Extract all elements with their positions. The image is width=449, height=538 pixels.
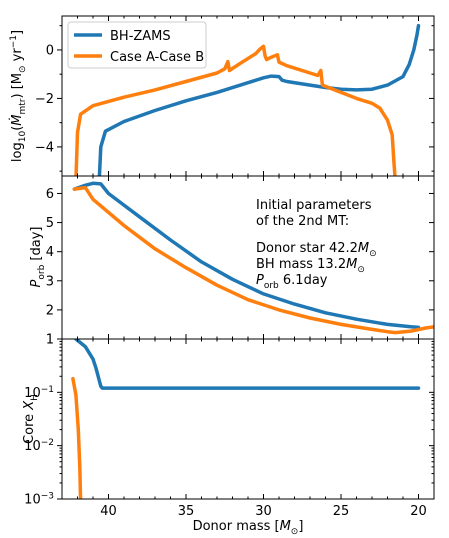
y-axis-title-xh: Core XH bbox=[22, 394, 40, 444]
y-tick-label-xh-1: 10−1 bbox=[24, 385, 54, 401]
panel-mass-transfer-rate: 0 −2 −4 BH-ZAMS Case A-Case B log10(Ṁmtr) … bbox=[9, 15, 435, 177]
series-line-bh-zams-xh bbox=[74, 339, 421, 390]
series-line-case-a-case-b-xh bbox=[71, 376, 83, 499]
y-tick-label-xh-3: 10−3 bbox=[24, 492, 54, 508]
annotation-line-1: Initial parameters bbox=[256, 198, 372, 213]
panel-orbital-period: 6 5 4 3 2 Initial parameters of the 2nd MT: … bbox=[29, 175, 435, 340]
series-line-bh-zams-porb bbox=[72, 181, 421, 330]
x-tick-label-3: 25 bbox=[333, 504, 350, 519]
y-tick-label-mtr-0: 0 bbox=[46, 43, 54, 58]
series-line-case-a-case-b-mtr bbox=[74, 44, 397, 176]
y-tick-label-porb-0: 6 bbox=[46, 187, 54, 202]
series-layer-porb bbox=[72, 181, 434, 335]
y-tick-label-xh-0: 1 bbox=[46, 333, 54, 348]
y-tick-label-mtr-2: −4 bbox=[35, 140, 54, 155]
panel-frame-xh bbox=[61, 338, 435, 500]
legend-label-bh-zams: BH-ZAMS bbox=[110, 29, 171, 44]
panel-core-hydrogen: 1 10−1 10−2 10−3 40 35 30 25 20 Core XH Donor ma… bbox=[22, 333, 435, 537]
y-axis-title-mtr: log10(Ṁmtr) [M⊙ yr−1] bbox=[9, 30, 28, 162]
x-tick-label-4: 20 bbox=[410, 504, 427, 519]
legend-label-case-a-case-b: Case A-Case B bbox=[110, 50, 204, 65]
x-tick-label-2: 30 bbox=[255, 504, 272, 519]
series-layer-xh bbox=[71, 339, 421, 499]
x-tick-label-0: 40 bbox=[100, 504, 117, 519]
annotation-donor-star: Donor star 42.2M⊙ bbox=[256, 241, 377, 259]
annotation-bh-mass: BH mass 13.2M⊙ bbox=[256, 257, 365, 275]
y-tick-label-porb-2: 4 bbox=[46, 245, 54, 260]
x-axis-title: Donor mass [M⊙] bbox=[193, 519, 304, 537]
y-tick-label-porb-3: 3 bbox=[46, 274, 54, 289]
series-line-case-a-case-b-porb bbox=[72, 185, 434, 335]
ticks-layer-xh: 1 10−1 10−2 10−3 40 35 30 25 20 bbox=[24, 333, 435, 519]
annotation-line-2: of the 2nd MT: bbox=[256, 214, 349, 229]
legend-box bbox=[67, 21, 207, 69]
initial-parameters-annotation: Initial parameters of the 2nd MT: Donor … bbox=[256, 198, 377, 291]
series-layer-mtr bbox=[74, 23, 421, 176]
y-axis-title-porb: Porb [day] bbox=[29, 227, 47, 288]
series-line-bh-zams-mtr bbox=[97, 23, 421, 176]
y-tick-label-xh-2: 10−2 bbox=[24, 438, 54, 454]
y-tick-label-mtr-1: −2 bbox=[35, 92, 54, 107]
y-tick-label-porb-4: 2 bbox=[46, 303, 54, 318]
legend: BH-ZAMS Case A-Case B bbox=[67, 21, 207, 69]
annotation-orbital-period: Porb 6.1day bbox=[256, 273, 328, 291]
y-tick-label-porb-1: 5 bbox=[46, 216, 54, 231]
x-tick-label-1: 35 bbox=[178, 504, 195, 519]
